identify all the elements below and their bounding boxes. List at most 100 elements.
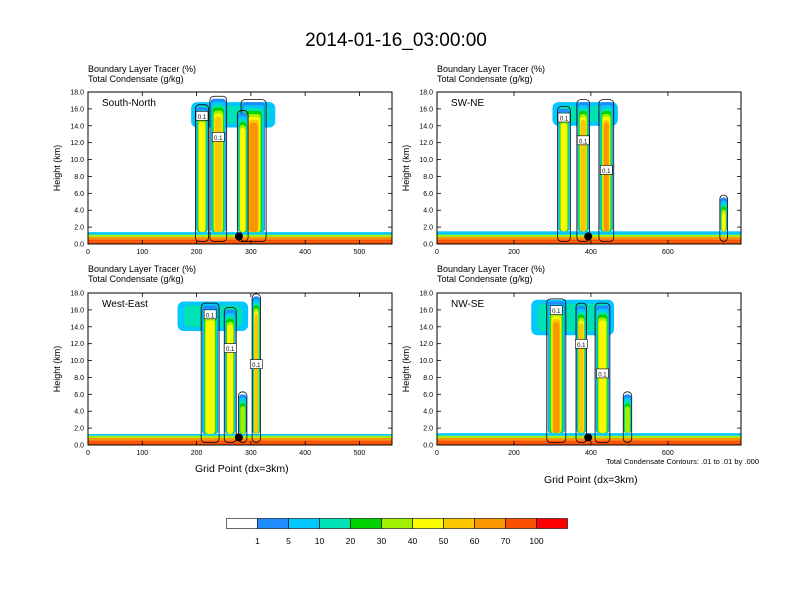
y-tick-label: 0.0 <box>74 443 84 450</box>
x-tick-label: 300 <box>245 249 257 256</box>
panel-caption-line1: Boundary Layer Tracer (%) <box>88 64 197 74</box>
y-tick-label: 12.0 <box>419 140 433 147</box>
y-tick-label: 16.0 <box>419 307 433 314</box>
y-tick-label: 2.0 <box>423 225 433 232</box>
contour-label-box <box>600 165 613 175</box>
plume-shading <box>198 121 206 233</box>
plot-frame <box>436 292 742 446</box>
condensate-contour <box>557 105 571 242</box>
condensate-contour <box>195 104 209 242</box>
contour-label-box <box>576 135 590 146</box>
x-tick-label: 500 <box>354 450 366 457</box>
location-marker <box>234 232 243 241</box>
colorbar-swatch <box>319 518 351 529</box>
x-tick-label: 100 <box>136 450 148 457</box>
plume-shading <box>721 212 726 232</box>
y-axis-label: Height (km) <box>401 346 411 393</box>
panel-caption-line2: Total Condensate (g/kg) <box>437 274 533 284</box>
panel-caption-line2: Total Condensate (g/kg) <box>437 74 533 84</box>
panel-caption-line2: Total Condensate (g/kg) <box>88 74 184 84</box>
plume-shading <box>240 406 246 435</box>
condensate-contour <box>575 302 587 443</box>
colorbar-swatch <box>443 518 475 529</box>
boundary-layer-band <box>437 442 741 445</box>
contour-label: 0.1 <box>602 169 611 175</box>
boundary-layer-band <box>437 440 741 443</box>
plot-frame <box>87 292 393 446</box>
plume-shading <box>579 323 584 434</box>
contour-label: 0.1 <box>579 139 588 145</box>
panel-caption-line1: Boundary Layer Tracer (%) <box>437 264 546 274</box>
condensate-contour <box>209 95 228 242</box>
panel-title: South-North <box>102 98 156 109</box>
x-tick-label: 400 <box>585 249 597 256</box>
panel-caption-line2: Total Condensate (g/kg) <box>88 274 184 284</box>
condensate-contour <box>236 110 249 242</box>
plot-area: 0.1 0.1 0.1 0.1 <box>437 99 741 299</box>
panel-plot-3: 0.1 0.1 0.1 0.0 2.0 4.0 6.0 8.0 10.0 12.0 14.0 16.0… <box>401 291 742 457</box>
y-tick-label: 8.0 <box>74 174 84 181</box>
colorbar-label: 30 <box>377 536 387 546</box>
contour-label-box <box>223 343 237 353</box>
x-axis-label: Grid Point (dx=3km) <box>544 474 638 486</box>
panel-plot-0: 0.1 0.1 0.0 2.0 4.0 6.0 8.0 10.0 12.0 14.0 16.0 18.… <box>52 90 393 256</box>
contour-label: 0.1 <box>198 115 207 121</box>
x-axis-label: Grid Point (dx=3km) <box>195 463 289 475</box>
x-tick-label: 300 <box>245 450 257 457</box>
colorbar-label: 5 <box>286 536 291 546</box>
panel-plot-2: 0.1 0.1 0.1 0.0 2.0 4.0 6.0 8.0 10.0 12.0 14.0 16.0… <box>52 291 393 457</box>
y-tick-label: 14.0 <box>419 324 433 331</box>
x-tick-label: 200 <box>191 450 203 457</box>
contour-label-box <box>557 112 571 123</box>
contour-label-box <box>211 132 225 142</box>
colorbar-label: 20 <box>346 536 356 546</box>
plume-shading <box>214 116 222 233</box>
colorbar-label: 40 <box>408 536 418 546</box>
y-tick-label: 16.0 <box>70 106 84 113</box>
contour-label: 0.1 <box>206 313 215 319</box>
x-tick-label: 400 <box>299 249 311 256</box>
y-tick-label: 12.0 <box>70 341 84 348</box>
plot-frame <box>436 91 742 245</box>
contour-note: Total Condensate Contours: .01 to .01 by… <box>606 457 760 466</box>
y-tick-label: 12.0 <box>70 140 84 147</box>
contour-label-box <box>549 305 563 315</box>
x-tick-label: 400 <box>585 450 597 457</box>
contour-label-box <box>195 111 209 121</box>
plot-area: 0.1 0.1 0.1 <box>437 298 741 445</box>
contour-label: 0.1 <box>577 343 586 349</box>
plume-shading <box>625 406 630 434</box>
y-tick-label: 4.0 <box>74 409 84 416</box>
y-tick-label: 0.0 <box>423 443 433 450</box>
colorbar-label: 1 <box>255 536 260 546</box>
y-tick-label: 0.0 <box>423 242 433 249</box>
y-axis-label: Height (km) <box>401 145 411 192</box>
x-tick-label: 500 <box>354 249 366 256</box>
contour-label-box <box>575 339 588 349</box>
plume-shading <box>603 122 609 232</box>
plume-shading <box>205 320 215 435</box>
y-tick-label: 18.0 <box>419 90 433 97</box>
contour-label-box <box>718 290 730 299</box>
location-marker <box>584 232 593 241</box>
colorbar-label: 60 <box>470 536 480 546</box>
y-tick-label: 6.0 <box>423 191 433 198</box>
y-tick-label: 12.0 <box>419 341 433 348</box>
condensate-contour <box>622 391 633 443</box>
y-tick-label: 10.0 <box>70 358 84 365</box>
colorbar-swatch <box>288 518 320 529</box>
x-tick-label: 600 <box>662 249 674 256</box>
y-tick-label: 6.0 <box>74 191 84 198</box>
contour-label-box <box>249 359 263 369</box>
y-tick-label: 6.0 <box>423 392 433 399</box>
condensate-contour <box>576 99 590 242</box>
colorbar-swatch <box>381 518 413 529</box>
condensate-contour <box>223 306 237 443</box>
panel-plot-1: 0.1 0.1 0.1 0.1 0.0 2.0 4.0 6.0 8.0 10.0 12.0 14.0 1… <box>401 90 742 299</box>
panel-title: SW-NE <box>451 98 484 109</box>
x-tick-label: 200 <box>508 450 520 457</box>
colorbar-swatch <box>474 518 506 529</box>
plume-shading <box>560 123 568 232</box>
condensate-contour <box>238 391 248 443</box>
plume-shading <box>254 314 259 435</box>
